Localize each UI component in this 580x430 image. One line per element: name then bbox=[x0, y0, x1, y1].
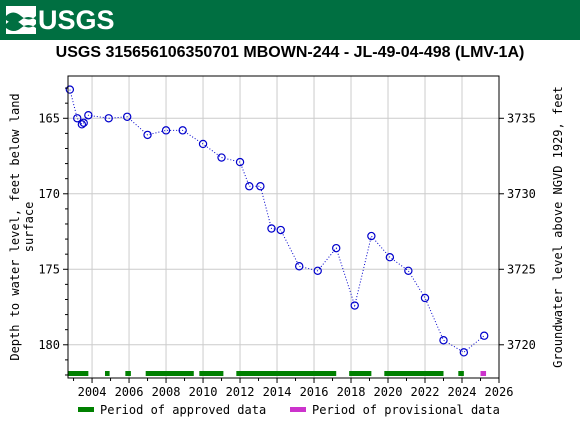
data-point bbox=[350, 301, 359, 310]
approved-period-band bbox=[349, 371, 372, 376]
usgs-wave-icon bbox=[6, 6, 36, 34]
legend: Period of approved data Period of provisi… bbox=[78, 403, 500, 417]
x-tick-label: 2022 bbox=[411, 385, 440, 399]
data-point bbox=[84, 111, 93, 120]
y-axis-label: Depth to water level, feet below landsur… bbox=[8, 93, 36, 360]
data-point bbox=[313, 266, 322, 275]
approved-period-band bbox=[384, 371, 444, 376]
data-period-bands bbox=[68, 371, 487, 376]
data-point bbox=[256, 182, 265, 191]
data-point bbox=[235, 157, 245, 167]
x-tick-label: 2014 bbox=[263, 385, 292, 399]
y-right-tick-label: 3730 bbox=[507, 187, 536, 201]
data-point bbox=[198, 139, 208, 149]
data-point bbox=[367, 231, 376, 241]
x-tick-label: 2016 bbox=[300, 385, 329, 399]
data-point bbox=[178, 126, 187, 135]
x-tick-label: 2024 bbox=[448, 385, 477, 399]
legend-approved-swatch bbox=[78, 407, 94, 412]
y-tick-label: 175 bbox=[38, 262, 60, 276]
data-point bbox=[459, 348, 469, 357]
y-right-tick-label: 3720 bbox=[507, 338, 536, 352]
data-point bbox=[217, 153, 226, 162]
usgs-banner: USGS bbox=[0, 0, 580, 40]
x-axis-ticks: 2004 2006 2008 2010 2012 2014 2016 2018 2020 2022… bbox=[73, 378, 514, 399]
data-point bbox=[245, 182, 254, 191]
data-point bbox=[79, 118, 88, 128]
data-point bbox=[404, 266, 413, 275]
plot-frame bbox=[67, 75, 500, 379]
chart-title: USGS 315656106350701 MBOWN-244 - JL-49-0… bbox=[55, 44, 525, 61]
data-point bbox=[276, 225, 285, 235]
data-point bbox=[143, 130, 152, 140]
y-axis-ticks: 165 170 175 180 bbox=[38, 87, 68, 376]
data-point bbox=[295, 262, 304, 271]
x-tick-label: 2012 bbox=[226, 385, 255, 399]
approved-period-band bbox=[68, 371, 89, 376]
data-point bbox=[267, 224, 276, 233]
logo-text: USGS bbox=[38, 5, 115, 35]
y-tick-label: 165 bbox=[38, 111, 60, 125]
y-axis-right-ticks: 3735 3730 3725 3720 bbox=[499, 111, 536, 352]
approved-period-band bbox=[458, 371, 464, 376]
legend-provisional-swatch bbox=[290, 407, 306, 412]
x-tick-label: 2008 bbox=[152, 385, 181, 399]
y-right-tick-label: 3725 bbox=[507, 262, 536, 276]
data-point bbox=[480, 331, 489, 340]
usgs-logo[interactable]: USGS bbox=[6, 4, 115, 36]
y-tick-label: 170 bbox=[38, 187, 60, 201]
data-point bbox=[385, 253, 395, 262]
data-point bbox=[122, 112, 132, 121]
data-point bbox=[104, 114, 113, 123]
x-tick-label: 2010 bbox=[189, 385, 218, 399]
data-point bbox=[161, 126, 171, 135]
x-tick-label: 2018 bbox=[337, 385, 366, 399]
data-point bbox=[65, 85, 75, 94]
measurement-series bbox=[65, 85, 489, 357]
data-point bbox=[73, 114, 82, 123]
series-line bbox=[69, 89, 485, 353]
provisional-period-band bbox=[480, 371, 487, 376]
x-tick-label: 2004 bbox=[78, 385, 107, 399]
x-tick-label: 2020 bbox=[374, 385, 403, 399]
x-tick-label: 2006 bbox=[115, 385, 144, 399]
data-point bbox=[77, 120, 87, 129]
approved-period-band bbox=[125, 371, 131, 376]
data-point bbox=[420, 293, 430, 303]
data-point bbox=[439, 336, 448, 345]
legend-provisional-label: Period of provisional data bbox=[312, 403, 500, 417]
y-axis-right-label: Groundwater level above NGVD 1929, feet bbox=[551, 86, 565, 368]
legend-approved-label: Period of approved data bbox=[100, 403, 266, 417]
approved-period-band bbox=[236, 371, 337, 376]
y-right-tick-label: 3735 bbox=[507, 111, 536, 125]
approved-period-band bbox=[104, 371, 110, 376]
y-tick-label: 180 bbox=[38, 338, 60, 352]
approved-period-band bbox=[199, 371, 224, 376]
approved-period-band bbox=[145, 371, 194, 376]
x-tick-label: 2026 bbox=[485, 385, 514, 399]
data-point bbox=[332, 243, 341, 253]
